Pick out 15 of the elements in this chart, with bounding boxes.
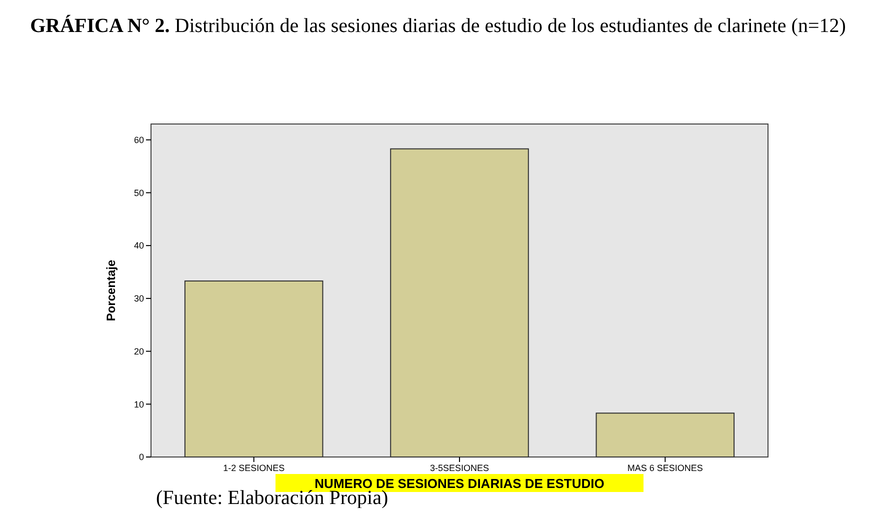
- chart-title: GRÁFICA N° 2. Distribución de las sesiones diarias de estudio de los estudiantes de clarinete (n=12): [30, 14, 846, 37]
- y-tick-label: 10: [134, 399, 144, 410]
- y-tick-label: 40: [134, 240, 144, 251]
- bar: [184, 280, 324, 458]
- y-tick-label: 0: [138, 452, 144, 462]
- bar: [390, 148, 529, 458]
- x-tick-label: 3-5SESIONES: [430, 463, 490, 473]
- y-tick-label: 20: [134, 346, 144, 356]
- bar: [596, 412, 735, 458]
- y-tick-label: 50: [134, 188, 144, 198]
- y-tick-label: 30: [134, 294, 144, 304]
- y-axis-title: Porcentaje: [104, 259, 118, 322]
- y-tick-label: 60: [134, 135, 144, 146]
- x-tick-label: MAS 6 SESIONES: [627, 463, 703, 473]
- x-tick-label: 1-2 SESIONES: [223, 463, 285, 473]
